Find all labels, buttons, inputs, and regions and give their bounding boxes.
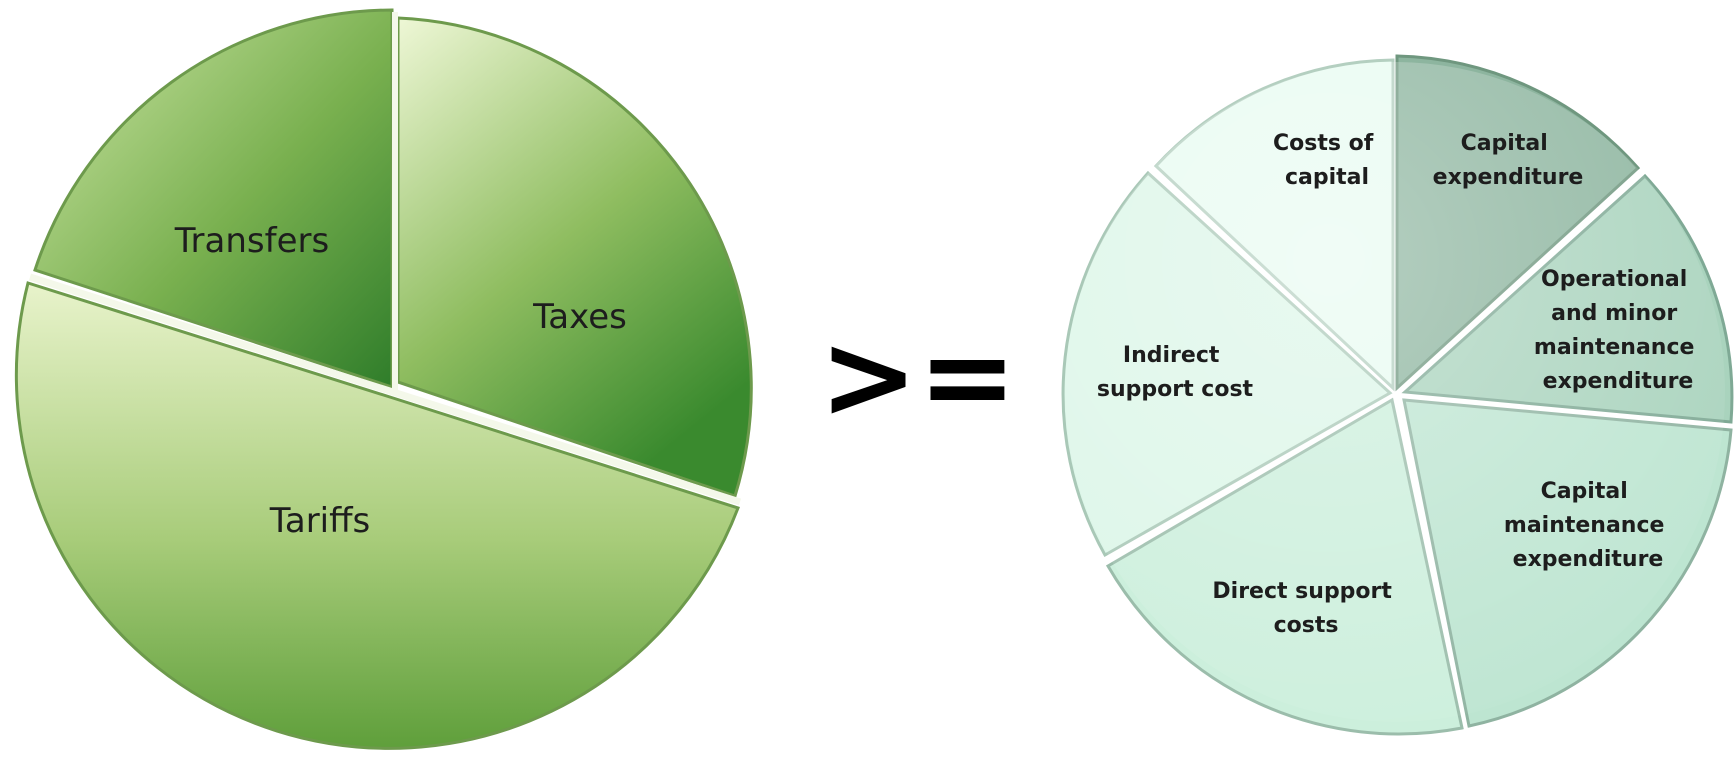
transfers-label: Transfers [174, 221, 329, 261]
tariffs-slice [14, 281, 740, 750]
operational-expenditure-label: Operational and minor maintenance expend… [1534, 267, 1702, 394]
cost-components-pie: Capital expenditure Operational and mino… [1061, 54, 1734, 736]
greater-than-or-equal-operator: >= [819, 307, 1017, 445]
taxes-label: Taxes [532, 297, 627, 337]
tariffs-label: Tariffs [269, 501, 371, 541]
funding-sources-pie: Transfers Taxes Tariffs [14, 8, 753, 750]
taxes-slice [396, 16, 753, 498]
direct-support-costs-label: Direct support costs [1212, 579, 1399, 638]
transfers-slice [33, 8, 394, 390]
capital-maintenance-label: Capital maintenance expenditure [1504, 479, 1672, 572]
capital-expenditure-label: Capital expenditure [1433, 131, 1584, 190]
costs-of-capital-label: Costs of capital [1273, 131, 1381, 190]
indirect-support-cost-label: Indirect support cost [1097, 343, 1254, 402]
slice-separator [28, 273, 742, 506]
